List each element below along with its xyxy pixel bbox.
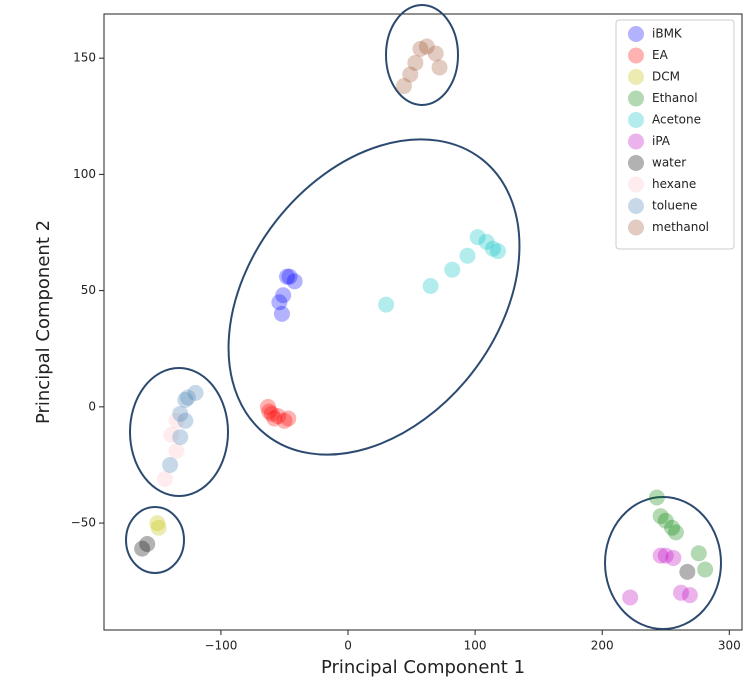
legend-marker [628, 26, 644, 42]
point [149, 515, 166, 532]
x-tick-label: 200 [591, 639, 614, 653]
point [418, 38, 435, 55]
y-tick-label: −50 [71, 516, 96, 530]
point [279, 268, 296, 285]
point [469, 229, 486, 246]
cluster-ring [125, 506, 185, 574]
point [163, 426, 180, 443]
x-tick-label: −100 [204, 639, 237, 653]
point [139, 535, 156, 552]
x-tick-label: 300 [718, 639, 741, 653]
point [177, 412, 194, 429]
point [444, 261, 461, 278]
y-axis-label: Principal Component 2 [33, 220, 54, 424]
point [407, 54, 424, 71]
point [484, 240, 501, 257]
point [622, 589, 639, 606]
point [402, 66, 419, 83]
point [489, 243, 506, 260]
point [427, 45, 444, 62]
point [263, 405, 280, 422]
point [412, 40, 429, 57]
legend-label: Ethanol [652, 91, 698, 105]
y-tick-label: 150 [73, 51, 96, 65]
point [690, 545, 707, 562]
point [273, 305, 290, 322]
legend-marker [628, 176, 644, 193]
point [172, 405, 189, 422]
legend-label: water [652, 156, 686, 170]
point [657, 512, 674, 529]
point [459, 247, 476, 264]
x-axis-label: Principal Component 1 [321, 657, 525, 678]
legend-marker [628, 90, 644, 107]
point [652, 508, 669, 525]
legend-box [615, 19, 735, 250]
point [168, 443, 185, 460]
point [665, 549, 682, 566]
y-tick-label: 100 [73, 167, 96, 181]
point [270, 408, 287, 425]
point [395, 78, 412, 95]
legend-marker [628, 219, 644, 236]
cluster-ring [227, 138, 521, 456]
legend-label: iBMK [652, 27, 683, 41]
point [276, 412, 293, 429]
point [652, 547, 669, 564]
legend-label: EA [652, 48, 669, 62]
legend-label: Acetone [652, 113, 701, 127]
point [179, 389, 196, 406]
point [172, 429, 189, 446]
point [378, 296, 395, 313]
point [275, 287, 292, 304]
cluster-ring [385, 4, 459, 106]
cluster-ring [604, 496, 722, 630]
point [431, 59, 448, 76]
legend-label: DCM [652, 70, 680, 84]
legend-label: iPA [652, 134, 671, 148]
point [679, 563, 696, 580]
legend-marker [628, 133, 644, 150]
y-tick-label: 0 [88, 399, 96, 413]
legend-marker [628, 155, 644, 171]
legend-marker [628, 69, 644, 85]
point [271, 294, 288, 311]
cluster-ring [129, 367, 229, 497]
x-tick-label: 0 [344, 639, 352, 653]
point [280, 410, 297, 427]
point [150, 519, 167, 536]
point [648, 489, 665, 506]
point [664, 519, 681, 536]
point [177, 391, 194, 408]
point [667, 524, 684, 541]
point [672, 584, 689, 601]
x-tick-label: 100 [464, 639, 487, 653]
point [162, 456, 179, 473]
point [266, 410, 283, 427]
point [281, 268, 298, 285]
point [478, 233, 495, 250]
point [168, 412, 185, 429]
point [697, 561, 714, 578]
y-tick-label: 50 [81, 283, 96, 297]
plot-frame [103, 13, 743, 631]
legend-label: hexane [652, 177, 696, 191]
legend-label: toluene [652, 199, 697, 213]
point [657, 547, 674, 564]
legend-marker [628, 47, 644, 64]
point [286, 273, 303, 290]
point [681, 587, 698, 604]
point [157, 470, 174, 487]
point [134, 540, 151, 557]
point [259, 398, 276, 415]
point [261, 403, 278, 420]
point [187, 384, 204, 401]
point [422, 277, 439, 294]
legend-marker [628, 198, 644, 214]
legend-marker [628, 112, 644, 128]
legend-label: methanol [652, 220, 709, 234]
